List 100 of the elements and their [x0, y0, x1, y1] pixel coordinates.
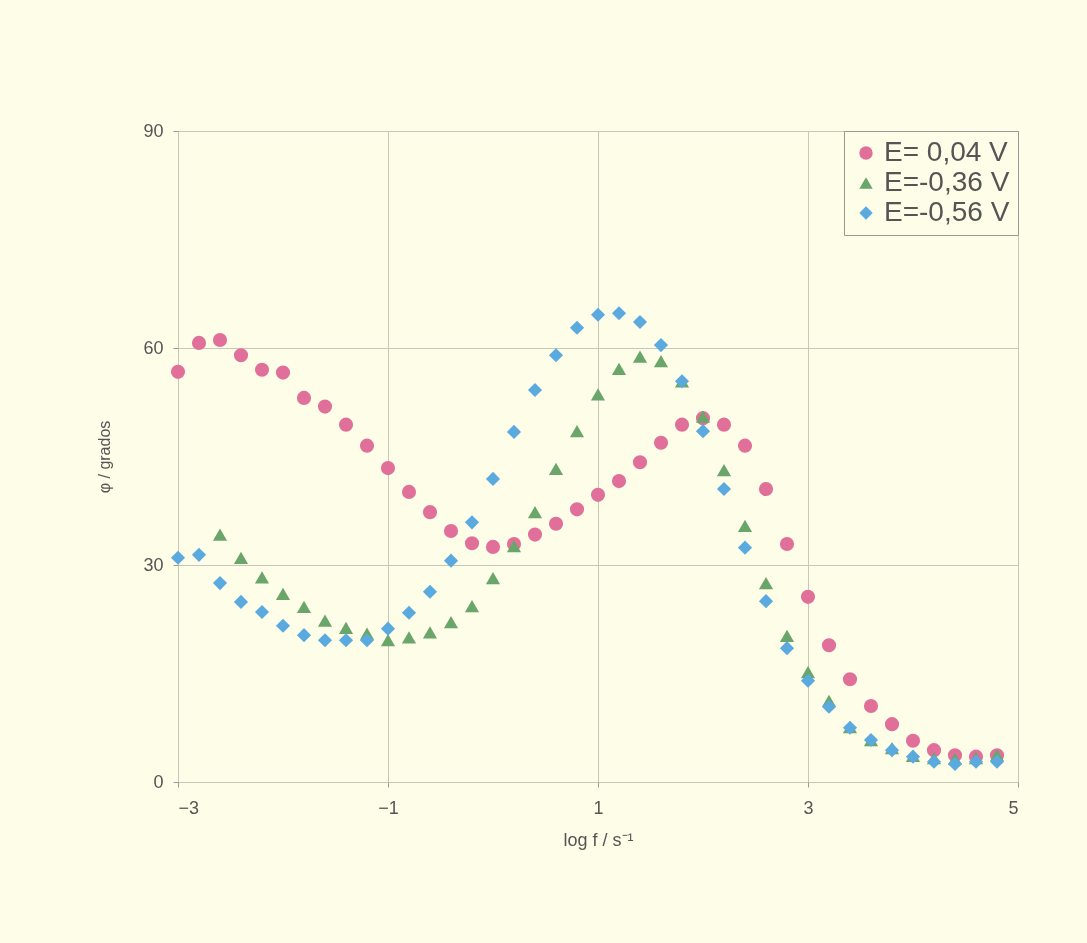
- point: [590, 487, 606, 502]
- point: [737, 540, 753, 555]
- point: [275, 587, 291, 601]
- point: [527, 527, 543, 542]
- point: [779, 536, 795, 552]
- point: [947, 756, 963, 771]
- point: [611, 362, 627, 376]
- point: [863, 698, 879, 714]
- y-axis-title: φ / grados: [96, 420, 114, 494]
- point: [611, 474, 627, 489]
- point: [275, 618, 291, 633]
- point: [464, 600, 480, 613]
- point: [548, 462, 564, 475]
- point: [212, 576, 228, 591]
- point: [884, 717, 900, 732]
- point: [989, 754, 1005, 769]
- point: [590, 307, 606, 322]
- y-tick-label: 60: [143, 337, 164, 358]
- legend-label: E=-0,36 V: [884, 166, 1010, 197]
- point: [695, 424, 711, 439]
- point: [800, 673, 816, 688]
- x-tick-label: 1: [593, 797, 604, 818]
- point: [401, 484, 417, 499]
- legend-label: E=-0,56 V: [884, 196, 1010, 227]
- y-tick-label: 30: [143, 554, 164, 575]
- point: [380, 461, 396, 476]
- point: [590, 388, 606, 401]
- y-tick-label: 90: [143, 120, 164, 141]
- point: [443, 553, 459, 568]
- legend-label: E= 0,04 V: [884, 136, 1009, 167]
- point: [716, 481, 732, 497]
- point: [632, 314, 648, 330]
- point: [254, 571, 270, 584]
- point: [212, 332, 228, 348]
- point: [191, 335, 207, 350]
- point: [254, 604, 270, 620]
- point: [338, 621, 354, 635]
- point: [464, 515, 480, 530]
- point: [737, 519, 753, 533]
- point: [233, 594, 249, 609]
- point: [170, 550, 186, 565]
- point: [716, 417, 732, 432]
- point: [422, 505, 438, 520]
- point: [842, 672, 858, 687]
- point: [212, 528, 228, 541]
- point: [926, 743, 942, 758]
- point: [296, 390, 312, 405]
- y-tick-label: 0: [153, 771, 164, 792]
- point: [485, 571, 501, 585]
- point: [380, 621, 396, 636]
- point: [548, 348, 564, 363]
- point: [380, 634, 396, 647]
- point: [485, 539, 501, 554]
- point: [968, 754, 984, 769]
- point: [653, 354, 669, 368]
- point: [317, 633, 333, 648]
- point: [317, 399, 333, 414]
- point: [779, 629, 795, 643]
- point: [821, 699, 837, 714]
- point: [758, 481, 774, 497]
- point: [821, 638, 837, 653]
- point: [653, 338, 669, 353]
- point: [716, 464, 732, 477]
- point: [443, 523, 459, 539]
- point: [779, 641, 795, 656]
- point: [569, 425, 585, 438]
- x-tick-label: 5: [1008, 797, 1019, 818]
- point: [569, 320, 585, 335]
- point: [653, 435, 669, 450]
- point: [359, 633, 375, 648]
- point: [317, 614, 333, 627]
- point: [548, 516, 564, 531]
- point: [737, 438, 753, 453]
- point: [233, 348, 249, 363]
- x-tick-label: 3: [803, 797, 814, 818]
- point: [296, 628, 312, 643]
- point: [338, 633, 354, 648]
- point: [527, 382, 543, 398]
- point: [296, 600, 312, 614]
- x-tick-label: −1: [378, 797, 399, 818]
- point: [233, 551, 249, 564]
- point: [632, 350, 648, 363]
- point: [611, 306, 627, 321]
- point: [926, 754, 942, 769]
- point: [800, 589, 816, 604]
- point: [506, 540, 522, 553]
- point: [905, 733, 921, 748]
- point: [401, 631, 417, 644]
- point: [191, 547, 207, 562]
- point: [338, 417, 354, 432]
- x-axis-title: log f / s⁻¹: [563, 829, 634, 850]
- point: [254, 362, 270, 377]
- point: [359, 438, 375, 453]
- point: [506, 424, 522, 439]
- point: [170, 364, 186, 379]
- point: [758, 576, 774, 590]
- point: [401, 605, 417, 620]
- x-tick-label: −3: [178, 797, 200, 818]
- point: [464, 536, 480, 551]
- point: [422, 626, 438, 639]
